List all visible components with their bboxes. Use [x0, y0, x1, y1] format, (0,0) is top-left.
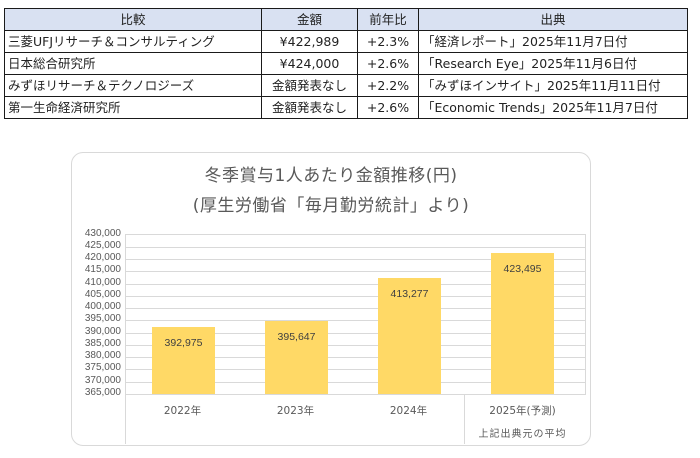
gridline: [126, 320, 585, 321]
gridline: [126, 382, 585, 383]
x-label-2022: 2022年: [163, 405, 202, 417]
cell-org: 第一生命経済研究所: [4, 96, 262, 119]
x-axis: 2022年 2023年 2024年 2025年(予測) 上記出典元の平均: [125, 394, 585, 444]
x-sublabel-footnote: 上記出典元の平均: [478, 429, 567, 440]
y-tick: 385,000: [84, 338, 121, 349]
header-amount: 金額: [261, 8, 358, 31]
bar-value-label: 413,277: [390, 288, 429, 300]
table-row: 三菱UFJリサーチ＆コンサルティング ¥422,989 +2.3% 「経済レポー…: [4, 30, 688, 53]
bar-value-label: 395,647: [277, 331, 316, 343]
gridline: [126, 308, 585, 309]
chart-card: 冬季賞与1人あたり金額推移(円) (厚生労働省「毎月勤労統計」より) 430,0…: [71, 152, 591, 446]
y-tick: 365,000: [84, 387, 121, 398]
y-tick: 430,000: [84, 228, 121, 239]
table-row: 第一生命経済研究所 金額発表なし +2.6% 「Economic Trends」…: [4, 96, 688, 119]
cell-amount: 金額発表なし: [261, 96, 358, 119]
cell-amount: ¥424,000: [261, 52, 358, 75]
y-tick: 395,000: [84, 313, 121, 324]
bar-value-label: 392,975: [164, 337, 203, 349]
bar-2025-forecast: 423,495: [491, 253, 554, 395]
gridline: [126, 259, 585, 260]
cell-amount: 金額発表なし: [261, 74, 358, 97]
gridline: [126, 247, 585, 248]
y-tick: 405,000: [84, 289, 121, 300]
x-label-2023: 2023年: [276, 405, 315, 417]
gridline: [126, 345, 585, 346]
header-yoy: 前年比: [357, 8, 419, 31]
bar-2024: 413,277: [378, 278, 441, 395]
gridline: [126, 284, 585, 285]
axis-divider: [464, 395, 465, 444]
y-tick: 410,000: [84, 277, 121, 288]
y-tick: 370,000: [84, 375, 121, 386]
gridline: [126, 271, 585, 272]
y-tick: 375,000: [84, 362, 121, 373]
cell-source: 「みずほインサイト」2025年11月11日付: [418, 74, 688, 97]
cell-source: 「Economic Trends」2025年11月7日付: [418, 96, 688, 119]
table-row: 日本総合研究所 ¥424,000 +2.6% 「Research Eye」202…: [4, 52, 688, 75]
gridline: [126, 357, 585, 358]
comparison-table: 比較 金額 前年比 出典 三菱UFJリサーチ＆コンサルティング ¥422,989…: [4, 8, 688, 119]
cell-org: みずほリサーチ＆テクノロジーズ: [4, 74, 262, 97]
plot-area: 392,975 395,647 413,277 423,495: [125, 234, 586, 395]
cell-amount: ¥422,989: [261, 30, 358, 53]
header-comparison: 比較: [4, 8, 262, 31]
cell-yoy: +2.3%: [357, 30, 419, 53]
table-row: みずほリサーチ＆テクノロジーズ 金額発表なし +2.2% 「みずほインサイト」2…: [4, 74, 688, 97]
chart-title: 冬季賞与1人あたり金額推移(円): [204, 166, 458, 186]
bar-value-label: 423,495: [503, 263, 542, 275]
gridline: [126, 296, 585, 297]
bar-2023: 395,647: [265, 321, 328, 395]
y-tick: 415,000: [84, 264, 121, 275]
y-tick: 420,000: [84, 252, 121, 263]
header-source: 出典: [418, 8, 688, 31]
gridline: [126, 369, 585, 370]
cell-yoy: +2.6%: [357, 52, 419, 75]
cell-org: 三菱UFJリサーチ＆コンサルティング: [4, 30, 262, 53]
gridline: [126, 333, 585, 334]
cell-source: 「Research Eye」2025年11月6日付: [418, 52, 688, 75]
y-tick: 380,000: [84, 350, 121, 361]
cell-source: 「経済レポート」2025年11月7日付: [418, 30, 688, 53]
y-tick: 390,000: [84, 326, 121, 337]
cell-yoy: +2.2%: [357, 74, 419, 97]
cell-org: 日本総合研究所: [4, 52, 262, 75]
bar-2022: 392,975: [152, 327, 215, 395]
x-label-2025: 2025年(予測): [489, 405, 556, 417]
x-label-2024: 2024年: [389, 405, 428, 417]
y-tick: 425,000: [84, 240, 121, 251]
axis-divider: [125, 395, 126, 444]
cell-yoy: +2.6%: [357, 96, 419, 119]
chart-subtitle: (厚生労働省「毎月勤労統計」より): [192, 196, 470, 216]
y-tick: 400,000: [84, 301, 121, 312]
table-header-row: 比較 金額 前年比 出典: [4, 8, 688, 31]
